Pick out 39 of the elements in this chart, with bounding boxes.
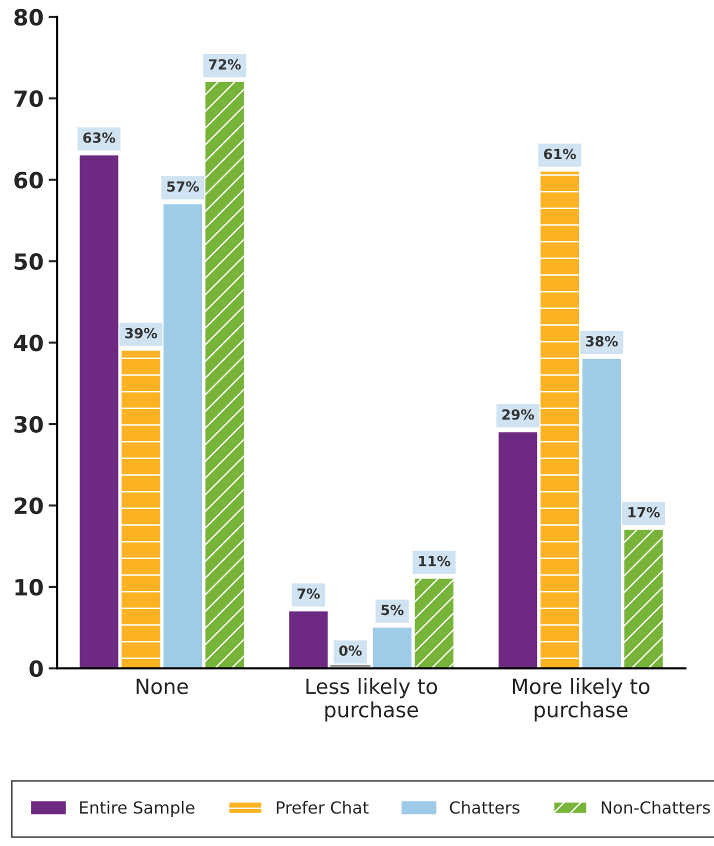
y-tick-label: 50	[14, 253, 43, 270]
bar	[289, 611, 328, 668]
data-label: 39%	[125, 328, 158, 338]
legend-label: Non-Chatters	[602, 800, 710, 814]
data-label: 61%	[544, 148, 576, 160]
data-label: 17%	[628, 506, 660, 518]
bar	[624, 530, 663, 668]
legend-label: Chatters	[450, 800, 520, 814]
x-tick-label: More likely to purchase	[512, 678, 650, 722]
bar	[414, 578, 454, 668]
y-tick-label: 70	[14, 90, 43, 108]
legend-label: Prefer Chat	[276, 800, 369, 814]
bar	[540, 172, 580, 668]
x-tick-label: Less likely to purchase	[306, 678, 438, 722]
data-label: 72%	[208, 59, 241, 70]
data-label: 7%	[298, 588, 320, 599]
bar	[205, 82, 244, 668]
y-tick-label: 40	[14, 334, 43, 352]
bar	[164, 204, 202, 668]
data-label: 29%	[502, 409, 534, 420]
y-tick-label: 60	[14, 172, 43, 189]
data-label: 5%	[382, 604, 404, 616]
bar	[372, 628, 412, 668]
bar	[498, 432, 538, 668]
x-tick-label: None	[136, 678, 188, 694]
data-label: 0%	[339, 645, 362, 656]
y-tick-label: 10	[16, 578, 43, 596]
data-label: 63%	[83, 132, 116, 143]
bar	[122, 350, 160, 668]
legend-label: Entire Sample	[80, 800, 194, 818]
data-label: 38%	[586, 336, 618, 346]
y-tick-label: 0	[30, 660, 43, 678]
y-tick-label: 30	[14, 416, 43, 433]
data-label: 57%	[167, 181, 199, 192]
bar	[582, 358, 621, 668]
y-tick-label: 80	[14, 8, 43, 26]
bar	[80, 155, 118, 668]
data-label: 11%	[419, 556, 450, 566]
y-tick-label: 20	[14, 497, 43, 514]
